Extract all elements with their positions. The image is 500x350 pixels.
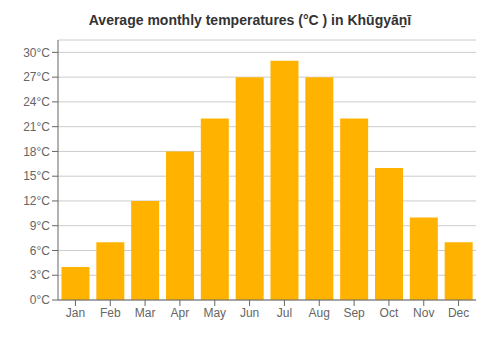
svg-text:0°C: 0°C bbox=[30, 293, 50, 307]
svg-text:9°C: 9°C bbox=[30, 219, 50, 233]
svg-text:15°C: 15°C bbox=[23, 169, 50, 183]
svg-text:3°C: 3°C bbox=[30, 268, 50, 282]
svg-text:Apr: Apr bbox=[171, 306, 190, 320]
svg-text:Dec: Dec bbox=[448, 306, 469, 320]
svg-text:12°C: 12°C bbox=[23, 194, 50, 208]
svg-text:Sep: Sep bbox=[343, 306, 365, 320]
svg-text:Nov: Nov bbox=[413, 306, 434, 320]
svg-text:Oct: Oct bbox=[380, 306, 399, 320]
svg-text:Jan: Jan bbox=[66, 306, 85, 320]
svg-text:May: May bbox=[203, 306, 226, 320]
svg-text:24°C: 24°C bbox=[23, 95, 50, 109]
svg-text:Aug: Aug bbox=[309, 306, 330, 320]
svg-text:30°C: 30°C bbox=[23, 46, 50, 60]
svg-text:21°C: 21°C bbox=[23, 120, 50, 134]
svg-text:Jul: Jul bbox=[277, 306, 292, 320]
svg-text:18°C: 18°C bbox=[23, 145, 50, 159]
svg-text:6°C: 6°C bbox=[30, 244, 50, 258]
html-text:Average monthly temperatures (: Average monthly temperatures (°C ) in Kh… bbox=[88, 12, 412, 28]
svg-text:Jun: Jun bbox=[240, 306, 259, 320]
svg-text:Mar: Mar bbox=[135, 306, 156, 320]
svg-text:27°C: 27°C bbox=[23, 70, 50, 84]
svg-text:Feb: Feb bbox=[100, 306, 121, 320]
